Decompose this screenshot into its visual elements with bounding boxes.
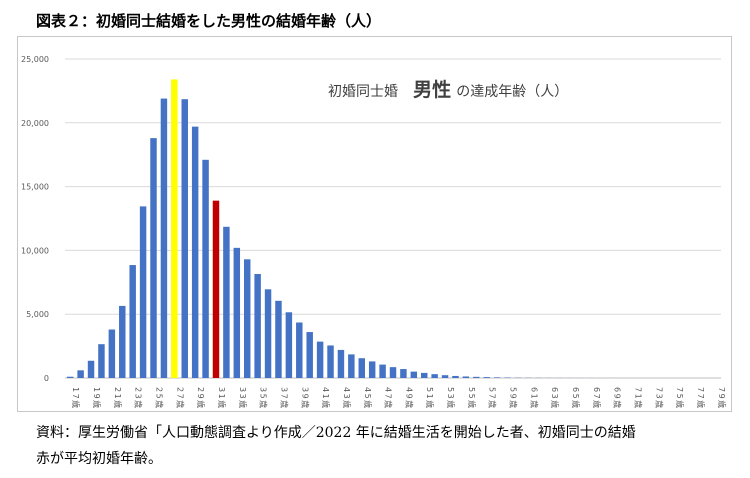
bar-49歳 [400, 369, 407, 378]
y-tick-label: 25,000 [21, 55, 49, 64]
x-tick-label: 79歳 [717, 387, 727, 410]
x-tick-label: 57歳 [488, 387, 498, 410]
bar-29歳 [191, 126, 199, 379]
bar-55歳 [462, 376, 470, 378]
bar-47歳 [379, 364, 386, 378]
y-tick-label: 10,000 [21, 246, 49, 255]
bar-19歳 [87, 360, 95, 378]
x-axis-tick-labels: 17歳 19歳 21歳 23歳 25歳 27歳 29歳 31歳 33歳 35歳 37歳 39歳 41歳 4… [71, 387, 727, 410]
x-tick-label: 31歳 [217, 387, 227, 410]
x-tick-label: 17歳 [71, 387, 81, 410]
source-note: 資料：厚生労働省「人口動態調査より作成／2022 年に結婚生活を開始した者、初婚… [36, 425, 636, 441]
x-tick-label: 37歳 [279, 387, 289, 410]
highlight-note: 赤が平均初婚年齢。 [36, 451, 162, 467]
x-tick-label: 53歳 [446, 387, 456, 410]
x-tick-label: 45歳 [363, 387, 373, 410]
x-tick-label: 67歳 [592, 387, 602, 410]
bar-32歳 [223, 226, 230, 378]
bar-21歳 [108, 329, 116, 378]
x-tick-label: 47歳 [384, 387, 394, 410]
bar-28歳 [181, 99, 188, 378]
bar-57歳 [483, 377, 490, 378]
x-tick-label: 63歳 [550, 387, 560, 410]
bar-40歳 [306, 332, 313, 378]
bar-52歳 [431, 374, 438, 378]
chart-title-prefix: 初婚同士婚 [328, 83, 398, 100]
bar-25歳 [150, 138, 157, 378]
x-tick-label: 59歳 [509, 387, 519, 410]
bar-58歳 [493, 377, 501, 378]
x-tick-label: 21歳 [113, 387, 123, 410]
bar-34歳 [243, 259, 251, 378]
bar-24歳 [139, 206, 147, 378]
y-tick-label: 0 [44, 374, 49, 383]
x-tick-label: 25歳 [155, 387, 165, 410]
figure-title: 図表２：初婚同士結婚をした男性の結婚年齢（人） [36, 12, 382, 30]
bar-39歳 [296, 322, 303, 378]
x-tick-label: 35歳 [259, 387, 269, 410]
y-tick-label: 20,000 [21, 119, 49, 128]
bar-53歳 [441, 375, 449, 378]
bar-54歳 [452, 375, 459, 378]
x-tick-label: 61歳 [529, 387, 539, 410]
x-tick-label: 75歳 [675, 387, 685, 410]
x-tick-label: 33歳 [238, 387, 248, 410]
x-tick-label: 65歳 [571, 387, 581, 410]
bar-27歳 [171, 79, 178, 378]
bar-46歳 [368, 361, 376, 378]
bar-56歳 [473, 376, 480, 378]
y-tick-label: 15,000 [21, 183, 49, 192]
bar-41歳 [316, 341, 324, 378]
x-tick-label: 43歳 [342, 387, 352, 410]
chart-title: 初婚同士婚 男性 の達成年齢（人） [328, 78, 568, 101]
bar-37歳 [275, 300, 282, 378]
chart-title-emphasis: 男性 [413, 78, 451, 101]
bar-36歳 [264, 289, 272, 378]
bar-48歳 [389, 367, 397, 378]
x-tick-label: 69歳 [613, 387, 623, 410]
bar-45歳 [358, 358, 365, 378]
chart-area: 0 5,000 10,000 15,000 20,000 25,000 17歳 19歳 21歳… [17, 36, 732, 412]
x-tick-label: 77歳 [696, 387, 706, 410]
bar-44歳 [348, 354, 355, 378]
bar-38歳 [285, 312, 293, 378]
bar-26歳 [160, 98, 168, 378]
bar-42歳 [327, 345, 334, 378]
x-tick-label: 23歳 [134, 387, 144, 410]
bar-50歳 [410, 371, 418, 378]
x-tick-label: 39歳 [300, 387, 310, 410]
bars [66, 79, 720, 379]
chart-title-suffix: の達成年齢（人） [456, 84, 568, 100]
bar-51歳 [421, 372, 428, 378]
x-tick-label: 71歳 [633, 387, 643, 410]
bar-18歳 [77, 370, 84, 378]
y-axis-tick-labels: 0 5,000 10,000 15,000 20,000 25,000 [21, 55, 49, 383]
bar-20歳 [98, 344, 105, 378]
x-tick-label: 73歳 [654, 387, 664, 410]
x-tick-label: 51歳 [425, 387, 435, 410]
bar-17歳 [66, 376, 74, 378]
x-tick-label: 49歳 [404, 387, 414, 410]
bar-23歳 [129, 265, 136, 378]
x-tick-label: 41歳 [321, 387, 331, 410]
x-tick-label: 27歳 [175, 387, 185, 410]
x-tick-label: 19歳 [92, 387, 102, 410]
y-tick-label: 5,000 [26, 310, 49, 319]
x-tick-label: 29歳 [196, 387, 206, 410]
bar-31歳 [212, 200, 220, 378]
bar-chart: 0 5,000 10,000 15,000 20,000 25,000 17歳 19歳 21歳… [21, 55, 727, 410]
bar-33歳 [233, 247, 241, 378]
bar-22歳 [119, 305, 126, 378]
bar-35歳 [254, 274, 261, 378]
bar-30歳 [202, 159, 209, 378]
x-tick-label: 55歳 [467, 387, 477, 410]
bar-43歳 [337, 349, 345, 378]
